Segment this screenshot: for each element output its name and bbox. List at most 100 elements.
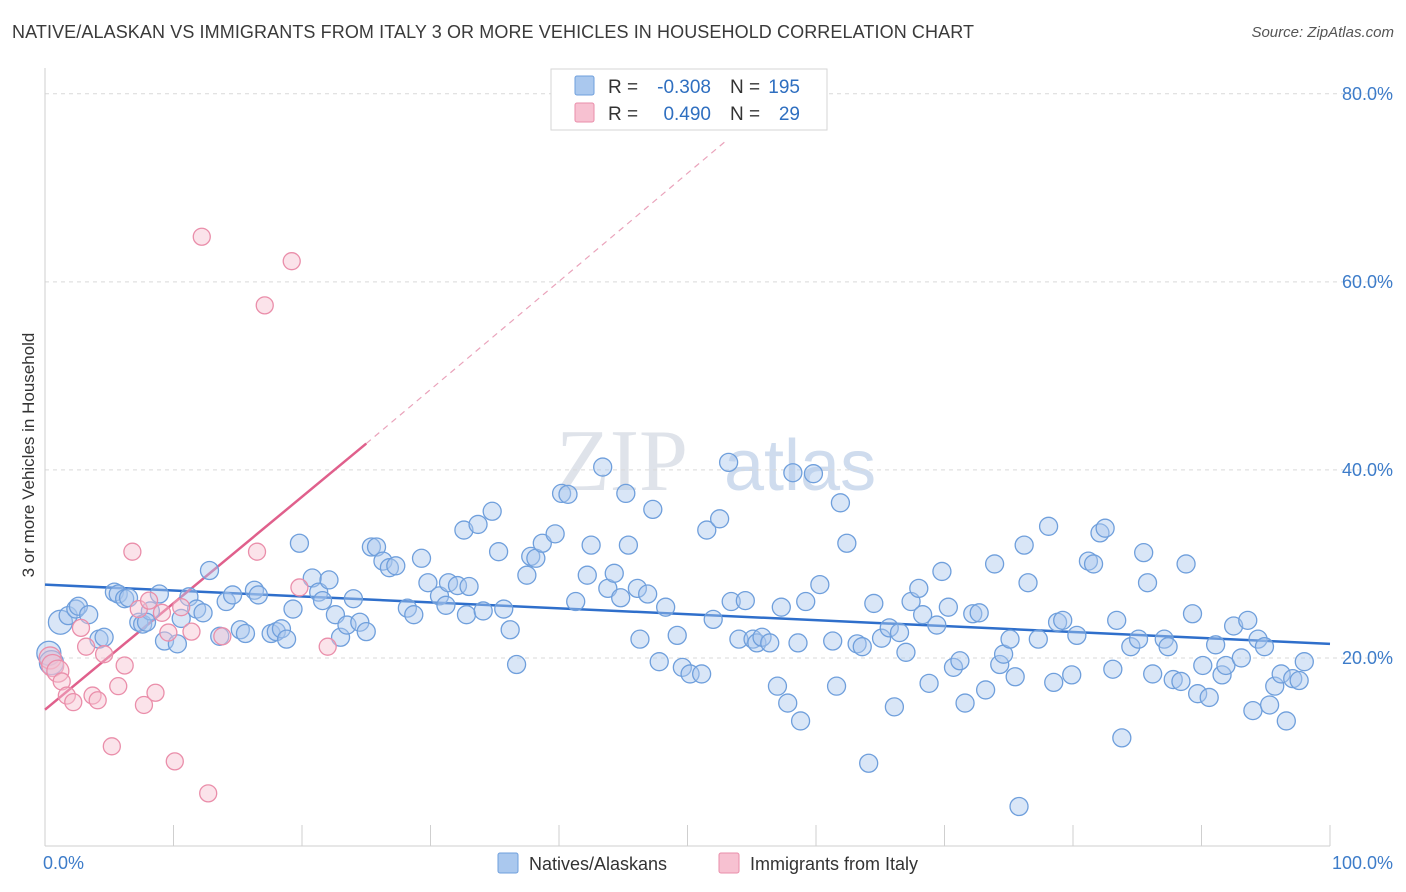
point-natives-alaskans	[649, 652, 669, 672]
point-natives-alaskans	[1276, 711, 1296, 731]
point-natives-alaskans	[927, 615, 947, 635]
trend-line-natives-alaskans	[44, 583, 1331, 646]
point-immigrants-from-italy	[109, 677, 128, 696]
point-natives-alaskans	[656, 597, 676, 617]
point-natives-alaskans	[558, 484, 578, 504]
point-natives-alaskans	[488, 542, 509, 562]
point-natives-alaskans	[271, 619, 292, 639]
axes	[44, 68, 1331, 847]
point-immigrants-from-italy	[52, 672, 71, 691]
point-natives-alaskans	[969, 603, 989, 623]
point-natives-alaskans	[963, 604, 983, 624]
point-natives-alaskans	[230, 620, 250, 640]
point-natives-alaskans	[672, 657, 693, 678]
point-immigrants-from-italy	[172, 598, 191, 617]
point-natives-alaskans	[638, 584, 658, 604]
point-immigrants-from-italy	[71, 618, 91, 638]
point-natives-alaskans	[551, 483, 572, 504]
point-natives-alaskans	[468, 514, 488, 535]
point-immigrants-from-italy	[192, 227, 211, 246]
point-natives-alaskans	[577, 565, 597, 585]
point-natives-alaskans	[404, 605, 424, 625]
point-natives-alaskans	[1083, 554, 1104, 574]
point-immigrants-from-italy	[46, 659, 70, 683]
point-natives-alaskans	[1028, 629, 1048, 649]
point-natives-alaskans	[459, 576, 479, 597]
bottom-legend-label-natives: Natives/Alaskans	[529, 854, 667, 874]
point-natives-alaskans	[889, 622, 910, 643]
point-natives-alaskans	[778, 693, 798, 713]
point-natives-alaskans	[343, 589, 364, 609]
point-natives-alaskans	[823, 631, 843, 651]
point-natives-alaskans	[222, 585, 243, 605]
point-natives-alaskans	[1095, 518, 1115, 538]
stats-legend: R = -0.308 N = 195 R = 0.490 N = 29	[550, 68, 828, 131]
point-natives-alaskans	[1163, 669, 1183, 690]
point-natives-alaskans	[386, 556, 406, 576]
point-natives-alaskans	[879, 618, 899, 638]
point-natives-alaskans	[94, 627, 114, 647]
point-natives-alaskans	[1199, 687, 1219, 708]
legend-r-label-2: R =	[608, 104, 638, 125]
point-natives-alaskans	[826, 676, 847, 696]
point-natives-alaskans	[691, 664, 712, 684]
point-natives-alaskans	[643, 499, 663, 520]
point-natives-alaskans	[436, 595, 456, 615]
point-natives-alaskans	[1078, 551, 1099, 571]
point-natives-alaskans	[810, 574, 830, 595]
point-natives-alaskans	[1243, 700, 1263, 721]
series-legend: Natives/Alaskans Immigrants from Italy	[497, 852, 918, 874]
point-natives-alaskans	[955, 693, 975, 713]
point-natives-alaskans	[790, 711, 811, 731]
point-natives-alaskans	[919, 673, 939, 693]
series-immigrants-from-italy	[38, 227, 337, 803]
point-natives-alaskans	[302, 568, 322, 588]
point-natives-alaskans	[1248, 629, 1268, 649]
point-natives-alaskans	[604, 563, 624, 583]
point-immigrants-from-italy	[247, 542, 267, 561]
point-immigrants-from-italy	[94, 645, 114, 664]
point-natives-alaskans	[266, 621, 286, 642]
point-natives-alaskans	[788, 633, 808, 653]
point-immigrants-from-italy	[199, 784, 218, 803]
point-natives-alaskans	[1121, 637, 1141, 657]
point-natives-alaskans	[1171, 671, 1191, 692]
point-natives-alaskans	[350, 612, 370, 632]
point-natives-alaskans	[411, 548, 432, 568]
point-natives-alaskans	[830, 493, 851, 513]
trend-line-immigrants-from-italy	[44, 442, 368, 711]
y-tick-label: 60.0%	[1342, 272, 1393, 292]
point-natives-alaskans	[1014, 535, 1034, 555]
point-natives-alaskans	[1158, 637, 1178, 657]
point-natives-alaskans	[1107, 610, 1127, 630]
y-axis-title: 3 or more Vehicles in Household	[19, 333, 38, 578]
point-natives-alaskans	[149, 584, 170, 604]
trend-lines	[44, 140, 1331, 711]
watermark-zip: ZIP	[556, 413, 688, 510]
point-natives-alaskans	[975, 680, 996, 700]
point-immigrants-from-italy	[159, 623, 178, 642]
point-natives-alaskans	[984, 554, 1005, 574]
point-natives-alaskans	[847, 634, 867, 654]
point-natives-alaskans	[760, 633, 780, 653]
point-immigrants-from-italy	[115, 656, 134, 675]
point-natives-alaskans	[938, 597, 959, 617]
point-natives-alaskans	[859, 753, 879, 773]
source-credit: Source: ZipAtlas.com	[1251, 24, 1394, 41]
point-natives-alaskans	[783, 463, 803, 483]
trend-line-italy-extension	[365, 140, 727, 445]
point-immigrants-from-italy	[123, 542, 142, 561]
point-natives-alaskans	[990, 654, 1010, 675]
point-natives-alaskans	[319, 570, 339, 590]
legend-n-label-1: N =	[730, 77, 760, 98]
point-natives-alaskans	[330, 627, 351, 647]
point-immigrants-from-italy	[139, 591, 159, 610]
point-natives-alaskans	[1265, 676, 1285, 696]
bottom-legend-swatch-blue	[497, 852, 519, 874]
point-natives-alaskans	[1134, 542, 1154, 563]
point-natives-alaskans	[545, 524, 565, 544]
point-natives-alaskans	[473, 601, 493, 621]
point-natives-alaskans	[611, 588, 631, 608]
point-natives-alaskans	[1137, 573, 1158, 593]
